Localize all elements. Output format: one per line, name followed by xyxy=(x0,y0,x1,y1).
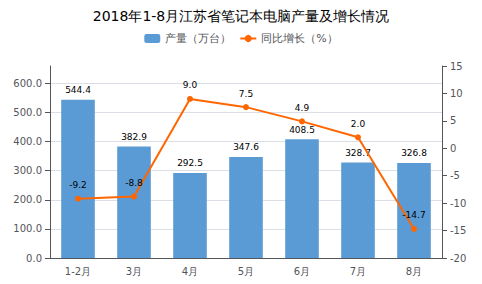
svg-text:500.0: 500.0 xyxy=(13,107,42,118)
svg-text:同比增长（%）: 同比增长（%） xyxy=(261,32,337,45)
svg-text:7月: 7月 xyxy=(350,266,366,277)
svg-text:-5: -5 xyxy=(450,170,460,181)
svg-text:-15: -15 xyxy=(450,225,466,236)
svg-text:100.0: 100.0 xyxy=(13,223,42,234)
svg-text:2.0: 2.0 xyxy=(351,119,366,129)
svg-text:0: 0 xyxy=(450,143,456,154)
svg-text:9.0: 9.0 xyxy=(183,80,198,90)
svg-text:产量（万台）: 产量（万台） xyxy=(165,32,231,45)
svg-text:326.8: 326.8 xyxy=(401,148,427,158)
svg-text:5: 5 xyxy=(450,115,456,126)
svg-text:3月: 3月 xyxy=(126,266,142,277)
svg-text:200.0: 200.0 xyxy=(13,194,42,205)
svg-text:347.6: 347.6 xyxy=(233,142,259,152)
svg-text:7.5: 7.5 xyxy=(239,89,253,99)
svg-text:15: 15 xyxy=(450,61,463,72)
svg-text:-9.2: -9.2 xyxy=(69,180,87,190)
svg-text:-14.7: -14.7 xyxy=(402,210,425,220)
svg-text:0.0: 0.0 xyxy=(26,253,42,264)
svg-text:382.9: 382.9 xyxy=(121,132,147,142)
svg-text:1-2月: 1-2月 xyxy=(65,266,91,277)
svg-text:8月: 8月 xyxy=(406,266,422,277)
svg-text:400.0: 400.0 xyxy=(13,136,42,147)
svg-text:-20: -20 xyxy=(450,253,466,264)
svg-text:328.7: 328.7 xyxy=(345,147,371,158)
svg-text:408.5: 408.5 xyxy=(289,125,315,135)
svg-text:-10: -10 xyxy=(450,198,466,209)
svg-text:292.5: 292.5 xyxy=(177,158,203,168)
svg-text:600.0: 600.0 xyxy=(13,78,42,89)
svg-text:4.9: 4.9 xyxy=(295,103,310,113)
svg-text:544.4: 544.4 xyxy=(65,85,91,95)
svg-text:10: 10 xyxy=(450,88,463,99)
svg-text:300.0: 300.0 xyxy=(13,165,42,176)
svg-text:4月: 4月 xyxy=(182,266,198,277)
svg-text:2018年1-8月江苏省笔记本电脑产量及增长情况: 2018年1-8月江苏省笔记本电脑产量及增长情况 xyxy=(93,8,390,24)
svg-text:5月: 5月 xyxy=(238,266,254,277)
svg-text:6月: 6月 xyxy=(294,266,310,277)
svg-text:-8.8: -8.8 xyxy=(125,178,143,188)
